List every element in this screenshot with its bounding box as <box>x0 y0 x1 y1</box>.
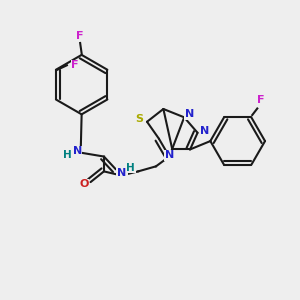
Text: S: S <box>136 114 144 124</box>
Text: F: F <box>71 60 79 70</box>
Text: O: O <box>79 179 89 190</box>
Text: N: N <box>185 109 194 119</box>
Text: N: N <box>165 150 174 160</box>
Text: F: F <box>76 31 84 40</box>
Text: F: F <box>256 95 264 106</box>
Text: N: N <box>73 146 82 157</box>
Text: N: N <box>200 126 210 136</box>
Text: O: O <box>118 167 127 177</box>
Text: N: N <box>117 168 126 178</box>
Text: H: H <box>63 150 72 160</box>
Text: H: H <box>126 163 135 173</box>
